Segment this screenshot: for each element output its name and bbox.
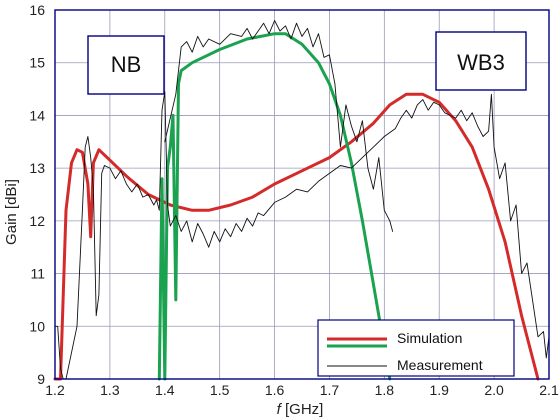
annotation-wb3: WB3 [457, 50, 505, 75]
x-tick-label: 1.5 [210, 382, 230, 398]
y-tick-label: 10 [29, 318, 45, 334]
annotation-nb-box: NB [87, 35, 165, 95]
x-tick-label: 2.1 [539, 382, 559, 398]
x-tick-label: 1.6 [265, 382, 285, 398]
y-tick-label: 16 [29, 2, 45, 18]
annotation-nb: NB [111, 52, 142, 77]
x-tick-label: 2.0 [484, 382, 504, 398]
x-axis-label: f [GHz] [277, 401, 324, 418]
legend-label-measurement: Measurement [397, 357, 483, 373]
tick-labels: 1.2 1.3 1.4 1.5 1.6 1.7 1.8 1.9 2.0 2.1 9 10 11 12 13 1… [29, 2, 559, 398]
x-tick-label: 1.3 [100, 382, 120, 398]
series-line-3 [164, 20, 394, 232]
series-line-1 [157, 32, 392, 381]
legend-label-simulation: Simulation [397, 330, 462, 346]
x-tick-label: 1.4 [155, 382, 175, 398]
x-axis-label-unit: [GHz] [281, 401, 324, 418]
y-tick-label: 12 [29, 213, 45, 229]
x-tick-label: 1.2 [45, 382, 65, 398]
x-tick-label: 1.7 [320, 382, 340, 398]
y-tick-label: 14 [29, 107, 45, 123]
series-line-2 [54, 91, 550, 380]
y-axis-label: Gain [dBi] [3, 179, 20, 245]
x-axis-label-italic: f [277, 401, 283, 418]
x-tick-label: 1.9 [429, 382, 449, 398]
y-tick-label: 15 [29, 55, 45, 71]
y-tick-label: 11 [30, 266, 45, 282]
annotation-wb3-box: WB3 [435, 31, 527, 91]
x-tick-label: 1.8 [375, 382, 395, 398]
series-group [53, 20, 550, 381]
y-tick-label: 9 [37, 371, 45, 387]
legend: Simulation Measurement [317, 319, 515, 377]
y-tick-label: 13 [29, 160, 45, 176]
plot-frame [54, 9, 550, 380]
